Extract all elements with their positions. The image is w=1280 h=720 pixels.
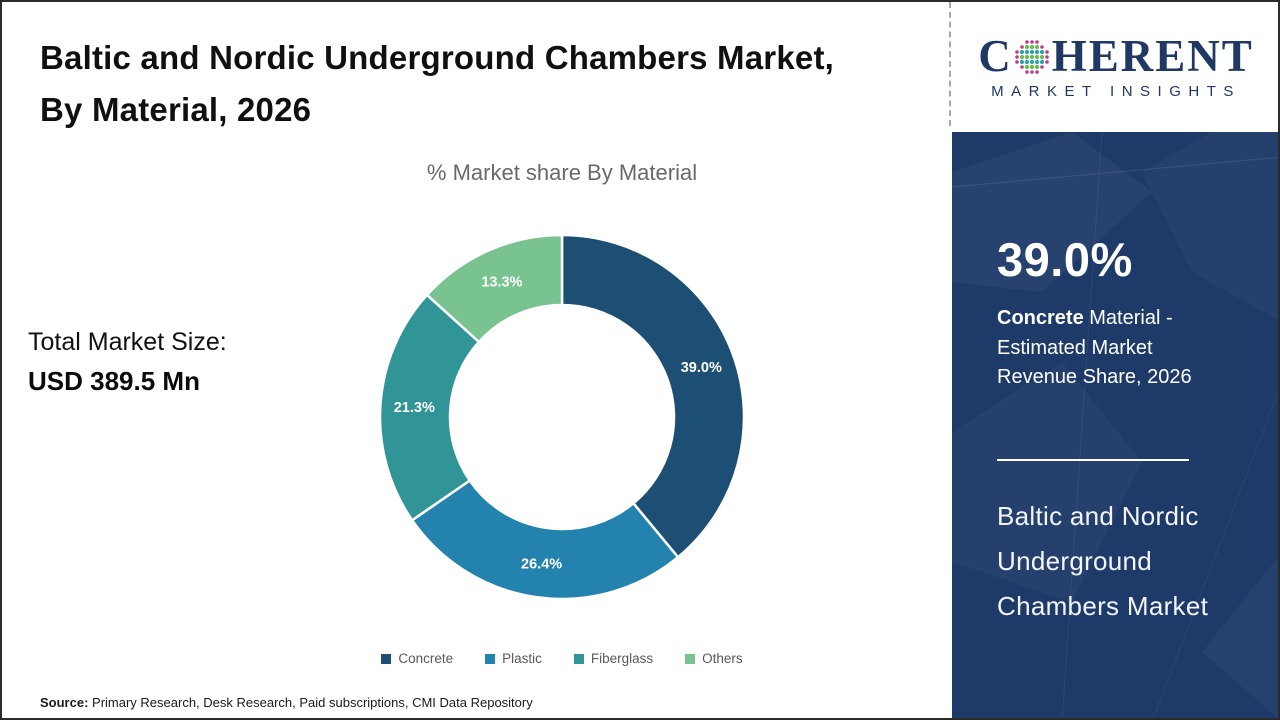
chart-subtitle: % Market share By Material <box>426 160 698 185</box>
donut-label-plastic: 26.4% <box>521 557 562 573</box>
sidebar-map-texture <box>952 132 1278 718</box>
logo-dashed-separator <box>949 2 951 126</box>
highlight-stat-rest: Material - Estimated Market Revenue Shar… <box>997 307 1192 388</box>
legend-label-others: Others <box>702 651 743 666</box>
logo-tagline: MARKET INSIGHTS <box>991 83 1241 100</box>
sidebar-divider <box>997 459 1189 461</box>
donut-chart: 39.0% 26.4% 21.3% 13.3% <box>362 217 762 617</box>
donut-label-others: 13.3% <box>481 275 522 291</box>
legend-label-concrete: Concrete <box>398 651 454 666</box>
legend-item-plastic: Plastic <box>485 651 542 666</box>
legend-item-others: Others <box>685 651 743 666</box>
source-note: Source: Primary Research, Desk Research,… <box>40 695 533 710</box>
total-market-size-label: Total Market Size: <box>28 328 227 356</box>
highlight-stat-material: Concrete <box>997 307 1084 329</box>
donut-segment-fiberglass <box>378 293 481 522</box>
brand-logo: C HERENT MARKET INSIGHTS <box>952 2 1278 132</box>
donut-label-concrete: 39.0% <box>681 360 722 376</box>
donut-segment-plastic <box>410 479 680 601</box>
page-title: Baltic and Nordic Underground Chambers M… <box>40 39 834 128</box>
highlight-sidebar: 39.0% Concrete Material - Estimated Mark… <box>952 132 1278 718</box>
donut-label-fiberglass: 21.3% <box>394 400 435 416</box>
source-text: Primary Research, Desk Research, Paid su… <box>88 695 533 710</box>
legend-swatch-others <box>685 653 696 664</box>
legend-swatch-plastic <box>485 653 496 664</box>
legend-label-fiberglass: Fiberglass <box>590 651 654 666</box>
legend-label-plastic: Plastic <box>502 651 542 666</box>
total-market-size-block: Total Market Size: USD 389.5 Mn <box>28 328 227 397</box>
legend-swatch-fiberglass <box>573 653 584 664</box>
highlight-stat-description: Concrete Material - Estimated Market Rev… <box>997 304 1217 393</box>
dotted-globe-icon <box>1014 39 1049 74</box>
logo-wordmark: C HERENT <box>978 34 1254 79</box>
legend-swatch-concrete <box>381 653 392 664</box>
donut-segment-concrete <box>560 233 746 559</box>
donut-segment-others <box>425 233 564 344</box>
logo-letters-rest: HERENT <box>1051 31 1254 81</box>
legend-item-fiberglass: Fiberglass <box>573 651 654 666</box>
total-market-size-value: USD 389.5 Mn <box>28 366 200 396</box>
sidebar-market-name: Baltic and Nordic Underground Chambers M… <box>997 501 1209 621</box>
logo-letter-c: C <box>978 31 1013 81</box>
legend-item-concrete: Concrete <box>381 651 453 666</box>
donut-chart-svg: 39.0% 26.4% 21.3% 13.3% <box>378 233 746 601</box>
chart-legend: Concrete Plastic Fiberglass Others <box>172 651 952 666</box>
source-label: Source: <box>40 695 89 710</box>
highlight-stat-value: 39.0% <box>997 233 1133 286</box>
